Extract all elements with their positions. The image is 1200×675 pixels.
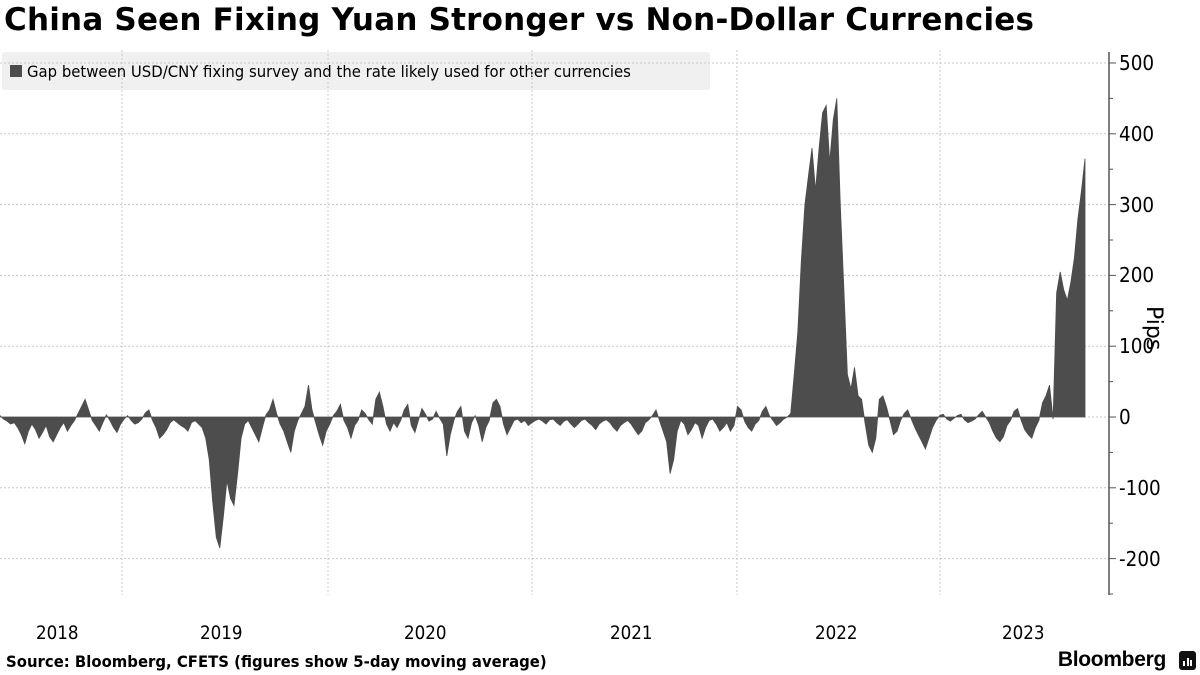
y-tick-label: 200	[1119, 263, 1155, 288]
y-tick-label: -200	[1119, 546, 1161, 571]
y-tick-label: 500	[1119, 51, 1155, 75]
x-tick-label: 2021	[610, 622, 653, 644]
legend-swatch	[10, 65, 22, 77]
x-tick-label: 2020	[404, 622, 447, 644]
legend-label: Gap between USD/CNY fixing survey and th…	[27, 61, 631, 81]
y-tick-label: 300	[1119, 192, 1155, 217]
x-tick-label: 2019	[200, 622, 243, 644]
bloomberg-chart-icon	[1179, 651, 1196, 670]
y-tick-label: 400	[1119, 121, 1155, 146]
y-axis	[1108, 52, 1116, 595]
x-tick-label: 2018	[36, 622, 79, 644]
x-tick-label: 2023	[1002, 622, 1045, 644]
legend: Gap between USD/CNY fixing survey and th…	[2, 52, 710, 90]
y-tick-label: 100	[1119, 334, 1155, 359]
bar-series	[0, 98, 1086, 549]
y-tick-label: -100	[1119, 475, 1161, 500]
source-note: Source: Bloomberg, CFETS (figures show 5…	[6, 652, 547, 671]
chart-title: China Seen Fixing Yuan Stronger vs Non-D…	[4, 2, 1035, 38]
gridlines	[0, 50, 1109, 595]
x-tick-label: 2022	[815, 622, 858, 644]
brand-logo-text: Bloomberg	[1057, 648, 1166, 671]
y-axis-label: Pips	[1141, 306, 1166, 351]
y-tick-label: 0	[1119, 405, 1131, 429]
